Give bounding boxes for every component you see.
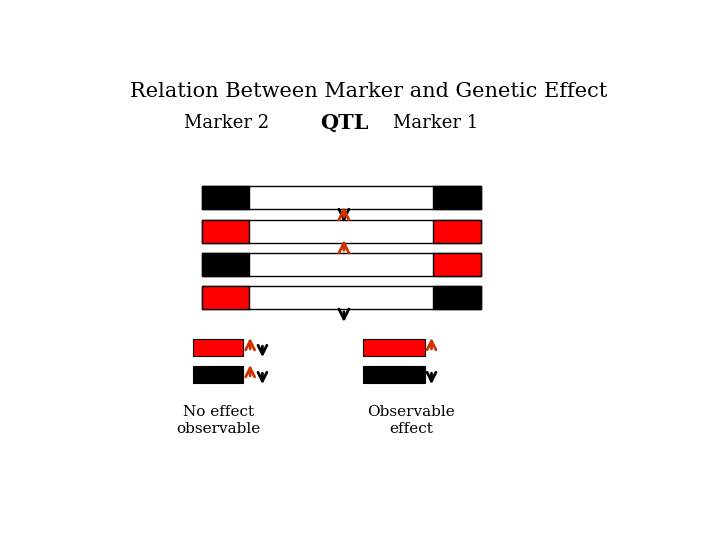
Text: QTL: QTL bbox=[320, 113, 368, 133]
Bar bbox=[202, 186, 481, 210]
Text: Observable: Observable bbox=[367, 405, 455, 419]
Bar bbox=[193, 339, 243, 356]
Text: Marker 1: Marker 1 bbox=[393, 114, 479, 132]
Bar bbox=[202, 186, 249, 210]
Text: observable: observable bbox=[176, 422, 261, 436]
Bar bbox=[433, 220, 481, 242]
Text: Relation Between Marker and Genetic Effect: Relation Between Marker and Genetic Effe… bbox=[130, 82, 608, 102]
Bar bbox=[202, 286, 481, 309]
Bar bbox=[202, 220, 481, 242]
Bar bbox=[202, 220, 249, 242]
Bar bbox=[202, 286, 249, 309]
Bar bbox=[433, 286, 481, 309]
Text: No effect: No effect bbox=[183, 405, 254, 419]
Bar bbox=[433, 186, 481, 210]
Bar bbox=[193, 366, 243, 383]
Text: effect: effect bbox=[389, 422, 433, 436]
Bar bbox=[202, 253, 481, 276]
Text: Marker 2: Marker 2 bbox=[184, 114, 269, 132]
Bar bbox=[202, 253, 249, 276]
Bar bbox=[364, 366, 425, 383]
Bar bbox=[433, 253, 481, 276]
Bar bbox=[364, 339, 425, 356]
